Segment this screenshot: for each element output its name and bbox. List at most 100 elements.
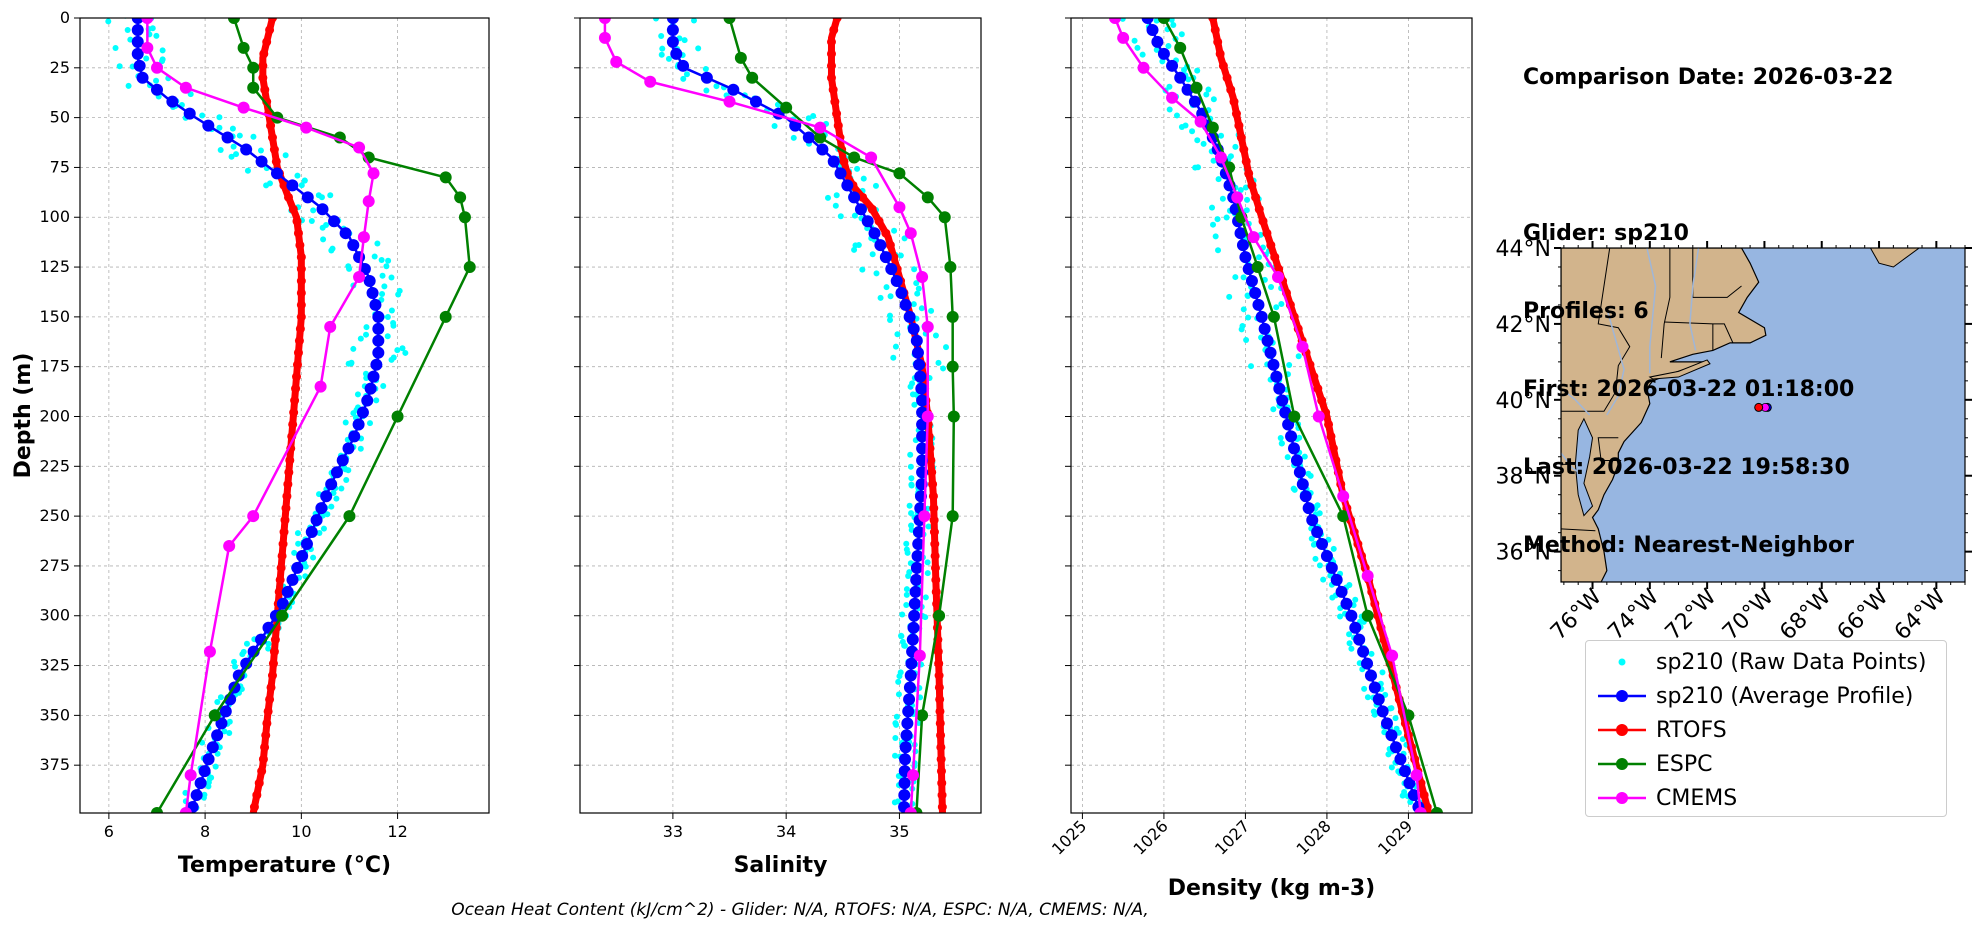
raw-data-point bbox=[243, 640, 250, 647]
series-marker-rtofs bbox=[268, 659, 278, 669]
series-marker-glider bbox=[1316, 538, 1329, 551]
series-marker-rtofs bbox=[1239, 145, 1249, 155]
raw-data-point bbox=[116, 63, 123, 70]
series-marker-espc bbox=[150, 807, 163, 813]
legend-label-glider: sp210 (Average Profile) bbox=[1656, 684, 1914, 709]
x-tick-label: 12 bbox=[387, 822, 407, 841]
raw-data-point bbox=[199, 112, 206, 119]
raw-data-point bbox=[228, 153, 235, 160]
series-marker-rtofs bbox=[826, 73, 836, 83]
series-marker-cmems bbox=[1231, 191, 1244, 204]
legend-item-espc: ESPC bbox=[1586, 747, 1946, 781]
raw-data-point bbox=[345, 263, 352, 270]
series-marker-rtofs bbox=[1251, 192, 1261, 202]
map-river bbox=[1689, 248, 1700, 351]
series-marker-glider bbox=[339, 227, 352, 240]
x-tick-label: 10 bbox=[291, 822, 311, 841]
series-marker-rtofs bbox=[294, 336, 304, 346]
series-marker-glider bbox=[1242, 263, 1255, 276]
series-marker-glider bbox=[1188, 95, 1201, 108]
series-marker-rtofs bbox=[267, 671, 277, 681]
map-state-border bbox=[1561, 248, 1631, 412]
raw-data-point bbox=[894, 331, 901, 338]
raw-data-point bbox=[231, 658, 238, 665]
map-state-border bbox=[1664, 321, 1734, 344]
series-marker-glider bbox=[131, 47, 144, 60]
map-lat-label: 44°N bbox=[1496, 237, 1551, 262]
raw-data-point bbox=[872, 182, 879, 189]
raw-data-point bbox=[1361, 685, 1368, 692]
raw-data-point bbox=[342, 419, 349, 426]
series-marker-glider bbox=[1245, 275, 1258, 288]
series-marker-rtofs bbox=[936, 730, 946, 740]
raw-data-point bbox=[859, 266, 866, 273]
raw-data-point bbox=[1346, 582, 1353, 589]
series-marker-glider bbox=[320, 490, 333, 503]
legend-label-espc: ESPC bbox=[1656, 752, 1713, 777]
series-marker-cmems bbox=[1194, 115, 1207, 128]
series-marker-rtofs bbox=[1419, 790, 1429, 800]
raw-data-point bbox=[854, 165, 861, 172]
raw-data-point bbox=[892, 752, 899, 759]
raw-data-point bbox=[381, 283, 388, 290]
x-axis-label-salinity: Salinity bbox=[734, 853, 828, 878]
series-marker-rtofs bbox=[881, 228, 891, 238]
series-marker-espc bbox=[458, 211, 471, 224]
raw-data-point bbox=[1232, 143, 1239, 150]
raw-data-point bbox=[257, 147, 264, 154]
series-marker-glider bbox=[325, 478, 338, 491]
raw-data-point bbox=[940, 365, 947, 372]
series-marker-glider bbox=[905, 657, 918, 670]
raw-data-point bbox=[1392, 715, 1399, 722]
raw-data-point bbox=[907, 383, 914, 390]
panel-salinity: 33 34 35 Salinity bbox=[574, 17, 982, 878]
series-marker-rtofs bbox=[1213, 37, 1223, 47]
raw-data-point bbox=[883, 284, 890, 291]
raw-data-point bbox=[1307, 472, 1314, 479]
raw-data-point bbox=[324, 511, 331, 518]
raw-data-point bbox=[1286, 361, 1293, 368]
series-marker-rtofs bbox=[293, 228, 303, 238]
series-marker-glider bbox=[911, 549, 924, 562]
raw-data-point bbox=[320, 525, 327, 532]
series-marker-glider bbox=[827, 155, 840, 168]
series-marker-glider bbox=[270, 167, 283, 180]
raw-data-point bbox=[690, 18, 697, 24]
x-tick-label: 1026 bbox=[1130, 816, 1172, 858]
raw-data-point bbox=[1178, 31, 1185, 38]
raw-data-point bbox=[887, 316, 894, 323]
raw-data-point bbox=[891, 227, 898, 234]
y-tick-label: 75 bbox=[50, 157, 70, 176]
series-marker-rtofs bbox=[832, 109, 842, 119]
raw-data-point bbox=[320, 236, 327, 243]
series-marker-rtofs bbox=[833, 121, 843, 131]
series-marker-espc bbox=[391, 410, 404, 423]
raw-data-point bbox=[363, 331, 370, 338]
series-marker-rtofs bbox=[936, 754, 946, 764]
series-marker-espc bbox=[1361, 609, 1374, 622]
series-marker-glider bbox=[910, 573, 923, 586]
series-marker-rtofs bbox=[292, 360, 302, 370]
raw-data-point bbox=[890, 354, 897, 361]
series-marker-rtofs bbox=[828, 85, 838, 95]
series-line-cmems bbox=[1113, 18, 1422, 813]
series-marker-glider bbox=[912, 538, 925, 551]
raw-data-point bbox=[333, 495, 340, 502]
series-marker-glider bbox=[895, 286, 908, 299]
series-marker-cmems bbox=[1312, 410, 1325, 423]
raw-data-point bbox=[182, 789, 189, 796]
raw-data-point bbox=[125, 82, 132, 89]
raw-data-point bbox=[124, 26, 131, 33]
y-tick-label: 200 bbox=[39, 406, 70, 425]
series-marker-glider bbox=[899, 753, 912, 766]
series-marker-cmems bbox=[1109, 18, 1122, 24]
series-marker-cmems bbox=[1247, 231, 1260, 244]
series-marker-cmems bbox=[353, 141, 366, 154]
series-marker-glider bbox=[1146, 23, 1159, 36]
series-marker-glider bbox=[1239, 251, 1252, 264]
series-marker-rtofs bbox=[858, 192, 868, 202]
series-marker-rtofs bbox=[934, 682, 944, 692]
raw-data-point bbox=[896, 673, 903, 680]
series-marker-glider bbox=[834, 167, 847, 180]
raw-data-point bbox=[1245, 314, 1252, 321]
